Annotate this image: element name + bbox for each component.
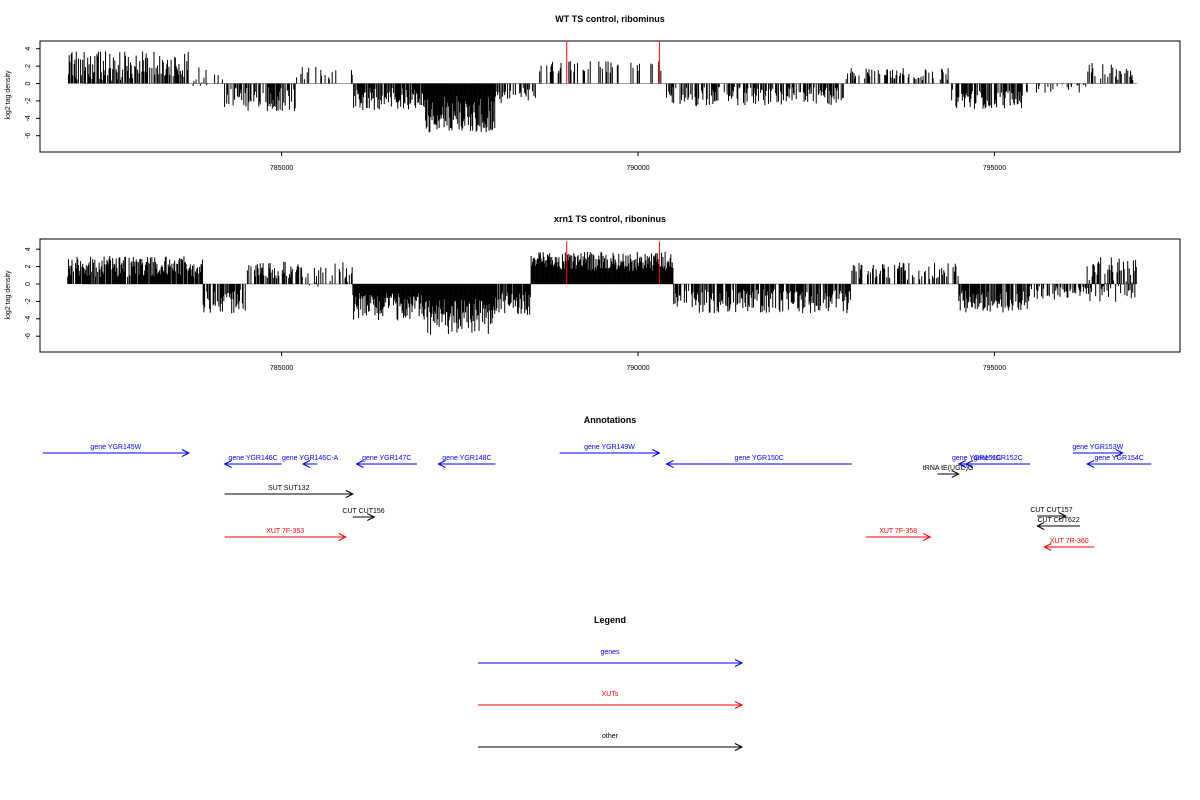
feature-label: gene YGR146C xyxy=(228,455,277,462)
feature-arrow xyxy=(352,513,376,521)
feature-label: gene YGR153W xyxy=(1072,444,1123,451)
feature-arrow xyxy=(223,460,282,468)
xrn1-plot-frame xyxy=(39,238,1181,353)
feature-arrow xyxy=(1037,512,1067,520)
feature-label: CUT CUT157 xyxy=(1030,507,1072,514)
xrn1-axis-ticks: 4 2 0 -2 -4 -6 785000 790000 795000 xyxy=(25,247,1006,372)
y-tick-label: 4 xyxy=(25,247,32,251)
wt-panel: WT TS control, ribominus log2 tag densit… xyxy=(5,14,1181,172)
legend-entry: genes xyxy=(478,649,744,667)
feature-label: XUT 7F-353 xyxy=(266,528,304,535)
y-tick-label: -2 xyxy=(25,298,32,304)
wt-panel-ylabel: log2 tag density xyxy=(5,70,12,120)
legend-entry: XUTs xyxy=(478,691,744,709)
feature-label: gene YGR151C xyxy=(952,455,1001,462)
legend-entry: other xyxy=(478,733,744,751)
feature-label: gene YGR154C xyxy=(1095,455,1144,462)
y-tick-label: 2 xyxy=(25,265,32,269)
y-tick-label: -2 xyxy=(25,98,32,104)
xrn1-panel: xrn1 TS control, riboninus log2 tag dens… xyxy=(5,214,1181,372)
wt-panel-title: WT TS control, ribominus xyxy=(555,14,665,24)
xrn1-panel-title: xrn1 TS control, riboninus xyxy=(554,214,666,224)
xrn1-panel-ylabel: log2 tag density xyxy=(5,270,12,320)
feature-label: gene YGR149W xyxy=(584,444,635,451)
feature-label: CUT CUT156 xyxy=(342,508,384,515)
feature-arrow xyxy=(355,460,418,468)
wt-plot-frame xyxy=(39,40,1181,153)
x-tick-label: 795000 xyxy=(983,165,1006,172)
x-tick-label: 785000 xyxy=(270,165,293,172)
feature-arrow xyxy=(937,470,960,478)
feature-arrow xyxy=(301,460,318,468)
feature-label: gene YGR146C-A xyxy=(282,455,339,462)
feature-label: gene YGR150C xyxy=(735,455,784,462)
y-tick-label: 4 xyxy=(25,47,32,51)
legend-label: XUTs xyxy=(602,691,619,698)
y-tick-label: 0 xyxy=(25,282,32,286)
legend-entries: genes XUTs other xyxy=(478,649,744,751)
feature-label: CUT CUT622 xyxy=(1037,517,1079,524)
feature-arrow xyxy=(1072,449,1124,457)
feature-arrow xyxy=(1036,522,1080,530)
y-tick-label: -4 xyxy=(25,115,32,121)
legend-title: Legend xyxy=(594,615,626,625)
feature-label: tRNA tE(UGC)G xyxy=(923,465,974,472)
x-tick-label: 790000 xyxy=(626,365,649,372)
legend-label: genes xyxy=(600,649,620,656)
wt-bars xyxy=(67,40,1137,133)
y-tick-label: -6 xyxy=(25,333,32,339)
feature-label: gene YGR147C xyxy=(362,455,411,462)
feature-label: XUT 7F-358 xyxy=(879,528,917,535)
y-tick-label: -4 xyxy=(25,316,32,322)
feature-arrow xyxy=(665,460,852,468)
feature-arrow xyxy=(437,460,496,468)
y-tick-label: -6 xyxy=(25,132,32,138)
y-tick-label: 0 xyxy=(25,81,32,85)
feature-label: gene YGR148C xyxy=(442,455,491,462)
legend-label: other xyxy=(602,733,619,740)
feature-arrow xyxy=(964,460,1031,468)
feature-arrow xyxy=(224,533,347,541)
feature-label: SUT SUT132 xyxy=(268,485,310,492)
legend: Legend genes XUTs other xyxy=(478,615,744,751)
feature-arrow xyxy=(1043,543,1095,551)
feature-arrow xyxy=(42,449,191,457)
feature-arrow xyxy=(224,490,354,498)
wt-axis-ticks: 4 2 0 -2 -4 -6 785000 790000 795000 xyxy=(25,47,1006,172)
annotation-features: gene YGR145W gene YGR146C gene YGR146C-A ge… xyxy=(42,444,1152,551)
feature-label: XUT 7R-360 xyxy=(1050,538,1089,545)
x-tick-label: 785000 xyxy=(270,365,293,372)
xrn1-bars xyxy=(67,241,1137,335)
annotations-title: Annotations xyxy=(584,415,637,425)
feature-label: gene YGR145W xyxy=(90,444,141,451)
x-tick-label: 795000 xyxy=(983,365,1006,372)
feature-label: gene YGR152C xyxy=(973,455,1022,462)
feature-arrow xyxy=(559,449,661,457)
feature-arrow xyxy=(866,533,932,541)
feature-arrow xyxy=(1085,460,1152,468)
x-tick-label: 790000 xyxy=(626,165,649,172)
y-tick-label: 2 xyxy=(25,64,32,68)
